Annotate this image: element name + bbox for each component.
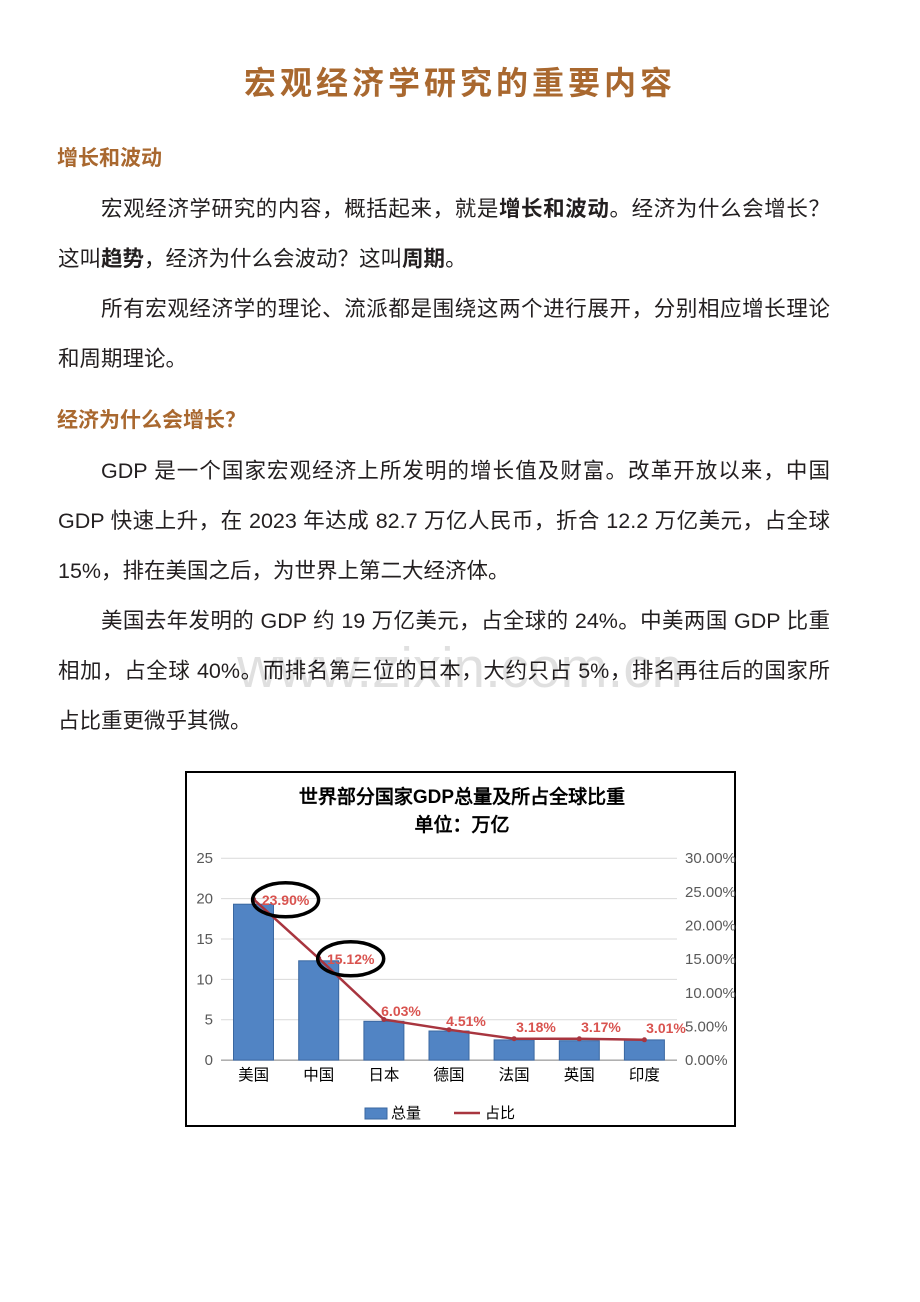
svg-text:3.17%: 3.17%	[581, 1019, 621, 1035]
svg-text:15.12%: 15.12%	[327, 951, 375, 967]
svg-text:日本: 日本	[368, 1066, 399, 1084]
svg-text:30.00%: 30.00%	[685, 850, 736, 867]
svg-text:15: 15	[196, 931, 213, 948]
svg-text:法国: 法国	[499, 1066, 530, 1084]
svg-text:10.00%: 10.00%	[685, 985, 736, 1002]
svg-text:4.51%: 4.51%	[446, 1013, 486, 1029]
svg-text:23.90%: 23.90%	[262, 892, 310, 908]
svg-text:英国: 英国	[564, 1066, 595, 1084]
svg-text:印度: 印度	[629, 1066, 660, 1084]
svg-text:德国: 德国	[433, 1066, 464, 1084]
svg-text:20.00%: 20.00%	[685, 918, 736, 935]
svg-text:中国: 中国	[303, 1066, 334, 1084]
svg-text:3.01%: 3.01%	[646, 1020, 686, 1036]
svg-text:25.00%: 25.00%	[685, 884, 736, 901]
svg-text:6.03%: 6.03%	[381, 1003, 421, 1019]
svg-text:3.18%: 3.18%	[516, 1019, 556, 1035]
svg-text:0.00%: 0.00%	[685, 1052, 728, 1069]
svg-text:5: 5	[205, 1012, 213, 1029]
svg-text:5.00%: 5.00%	[685, 1018, 728, 1035]
svg-text:25: 25	[196, 850, 213, 867]
svg-text:美国: 美国	[238, 1066, 269, 1084]
svg-text:世界部分国家GDP总量及所占全球比重: 世界部分国家GDP总量及所占全球比重	[299, 785, 625, 808]
svg-text:15.00%: 15.00%	[685, 951, 736, 968]
svg-text:占比: 占比	[485, 1105, 515, 1122]
svg-text:0: 0	[205, 1052, 213, 1069]
svg-text:20: 20	[196, 891, 213, 908]
svg-text:10: 10	[196, 971, 213, 988]
svg-text:总量: 总量	[391, 1105, 421, 1122]
svg-text:单位：万亿: 单位：万亿	[414, 813, 509, 836]
